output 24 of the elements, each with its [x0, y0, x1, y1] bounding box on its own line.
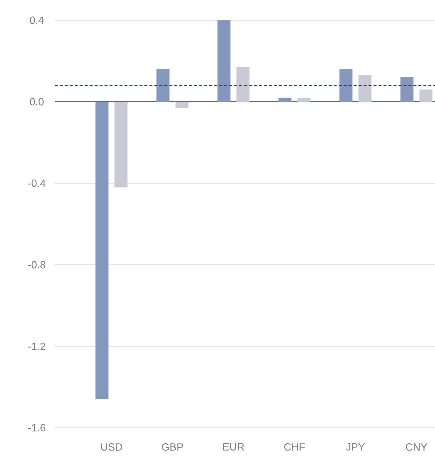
bar: [358, 76, 372, 102]
x-tick-label: GBP: [162, 444, 184, 451]
y-tick-label: 0.4: [30, 16, 44, 24]
bar: [156, 69, 170, 102]
y-tick-label: -1.6: [28, 424, 46, 432]
bar: [96, 102, 109, 400]
x-tick-label: USD: [101, 444, 122, 451]
bar: [176, 102, 189, 108]
y-tick-label: 0.0: [30, 98, 44, 106]
x-tick-label: CHF: [284, 444, 305, 451]
y-tick-label: -0.8: [28, 261, 46, 269]
x-tick-label: EUR: [223, 444, 244, 451]
x-tick-label: CNY: [406, 444, 428, 451]
bar: [114, 102, 128, 188]
bar: [278, 98, 292, 102]
bar: [236, 67, 250, 102]
bar: [218, 20, 231, 102]
bar: [420, 90, 433, 102]
bar: [298, 98, 311, 102]
x-tick-label: JPY: [346, 444, 365, 451]
y-tick-label: -0.4: [28, 180, 46, 188]
y-tick-label: -1.2: [28, 342, 46, 350]
bar: [400, 78, 414, 102]
bar: [340, 69, 353, 102]
